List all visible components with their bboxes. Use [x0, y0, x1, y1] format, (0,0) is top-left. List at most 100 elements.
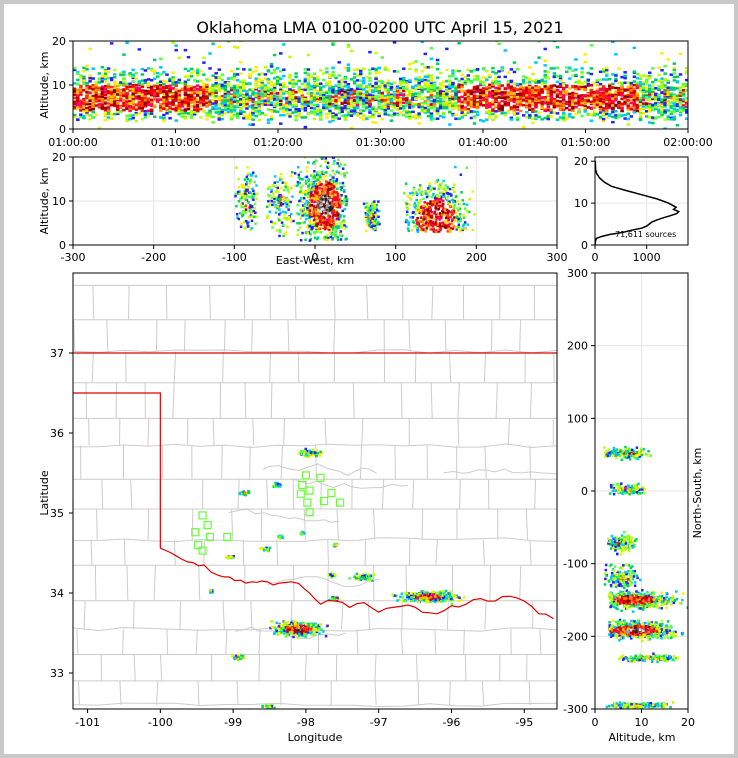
- altitude-time-point: [205, 83, 209, 87]
- altitude-time-point: [297, 90, 301, 94]
- altitude-time-point: [232, 93, 237, 97]
- altitude-time-point: [469, 70, 474, 73]
- altitude-time-point: [491, 83, 495, 87]
- altitude-time-point: [608, 113, 612, 116]
- altitude-time-point: [518, 90, 523, 93]
- altitude-time-point: [561, 90, 566, 93]
- altitude-time-point: [312, 98, 317, 102]
- altitude-time-point: [220, 117, 225, 121]
- altitude-time-point: [85, 103, 89, 106]
- altitude-time-point: [402, 78, 406, 82]
- altitude-time-point: [494, 41, 498, 43]
- altitude-time-point: [282, 105, 286, 108]
- altitude-time-point: [442, 112, 446, 116]
- altitude-time-point: [263, 103, 268, 106]
- altitude-time-point: [460, 116, 464, 119]
- altitude-time-point: [325, 112, 329, 116]
- altitude-time-point: [518, 83, 523, 86]
- ew-point: [314, 184, 317, 188]
- altitude-time-point: [279, 122, 283, 125]
- altitude-time-point: [568, 87, 572, 90]
- altitude-time-point: [171, 103, 175, 106]
- altitude-time-point: [651, 95, 655, 99]
- altitude-time-point: [463, 101, 467, 104]
- altitude-time-point: [648, 71, 652, 75]
- altitude-time-point: [186, 85, 191, 89]
- altitude-time-point: [223, 96, 228, 100]
- altitude-time-point: [312, 113, 317, 116]
- altitude-time-point: [128, 72, 132, 75]
- altitude-time-point: [626, 102, 630, 106]
- altitude-time-point: [386, 101, 391, 104]
- altitude-time-point: [199, 104, 203, 107]
- altitude-time-point: [300, 93, 305, 96]
- altitude-time-point: [223, 92, 228, 96]
- altitude-time-point: [260, 83, 265, 86]
- altitude-time-point: [239, 80, 243, 84]
- altitude-time-point: [226, 94, 231, 98]
- ew-point: [251, 196, 254, 199]
- altitude-time-point: [165, 109, 169, 113]
- altitude-time-point: [620, 109, 624, 113]
- altitude-time-point: [340, 89, 344, 93]
- altitude-time-point: [76, 83, 80, 86]
- altitude-time-point: [168, 110, 172, 114]
- altitude-time-point: [395, 86, 400, 90]
- ew-point: [275, 184, 278, 188]
- ew-point: [244, 219, 248, 223]
- altitude-time-point: [641, 91, 646, 94]
- ew-point: [300, 196, 303, 200]
- altitude-time-point: [546, 115, 551, 118]
- altitude-time-point: [315, 89, 320, 93]
- altitude-time-point: [451, 89, 455, 93]
- altitude-time-point: [648, 104, 652, 107]
- altitude-time-point: [294, 118, 298, 122]
- time-tick-label: 01:20:00: [253, 136, 302, 149]
- altitude-time-point: [491, 79, 495, 83]
- altitude-time-point: [291, 98, 295, 101]
- ew-point: [339, 193, 342, 197]
- altitude-time-point: [122, 53, 126, 56]
- altitude-time-point: [684, 101, 688, 105]
- altitude-time-point: [592, 106, 597, 109]
- altitude-time-point: [73, 107, 77, 110]
- altitude-time-point: [100, 65, 105, 69]
- altitude-time-point: [116, 112, 120, 116]
- altitude-time-point: [608, 106, 612, 110]
- altitude-time-point: [611, 120, 615, 124]
- altitude-time-point: [251, 100, 255, 104]
- altitude-time-point: [315, 84, 320, 87]
- altitude-time-point: [137, 83, 142, 87]
- altitude-time-point: [651, 105, 655, 108]
- ew-point: [287, 215, 291, 219]
- altitude-time-point: [186, 69, 191, 73]
- altitude-time-point: [565, 66, 569, 69]
- altitude-time-point: [678, 98, 683, 102]
- altitude-time-point: [497, 95, 501, 99]
- altitude-time-point: [331, 85, 335, 89]
- ew-point: [271, 184, 275, 187]
- altitude-time-point: [109, 42, 114, 45]
- ew-point: [343, 207, 346, 211]
- altitude-time-point: [571, 84, 575, 88]
- altitude-time-point: [423, 79, 428, 82]
- altitude-time-point: [552, 75, 557, 79]
- altitude-time-point: [657, 101, 661, 105]
- altitude-time-point: [420, 109, 424, 112]
- altitude-time-point: [334, 113, 338, 117]
- altitude-time-point: [211, 93, 215, 96]
- altitude-time-point: [463, 112, 467, 116]
- altitude-time-point: [448, 100, 452, 104]
- altitude-time-point: [79, 76, 83, 80]
- altitude-time-point: [137, 112, 142, 115]
- altitude-time-point: [232, 72, 237, 76]
- altitude-time-point: [648, 121, 652, 124]
- altitude-time-point: [239, 60, 243, 64]
- altitude-time-point: [386, 84, 391, 88]
- altitude-time-point: [604, 111, 609, 114]
- altitude-time-point: [174, 81, 178, 84]
- altitude-time-point: [226, 107, 231, 111]
- altitude-time-point: [565, 70, 569, 74]
- altitude-time-point: [595, 101, 600, 104]
- ew-point: [285, 198, 289, 201]
